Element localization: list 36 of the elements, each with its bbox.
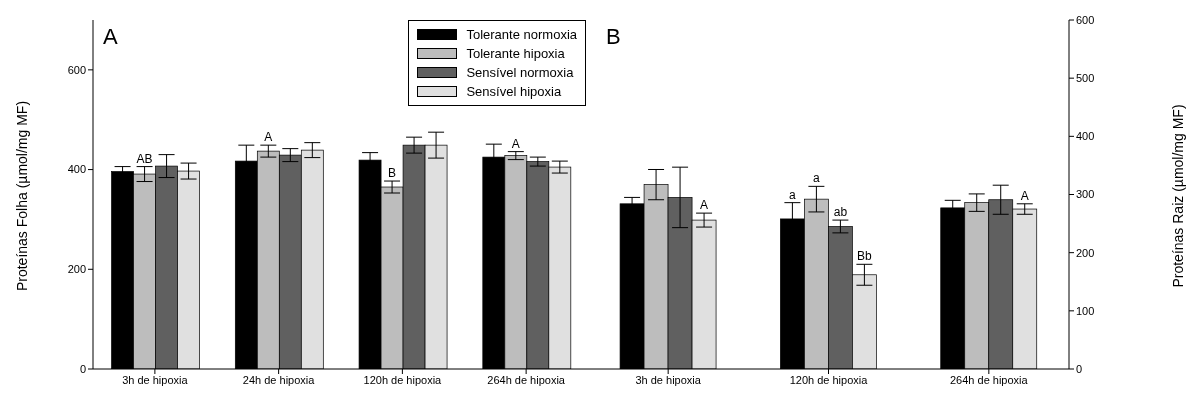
annotation: ab xyxy=(833,205,848,220)
chart-title: A xyxy=(103,24,118,50)
legend-label: Sensível hipoxia xyxy=(466,84,562,99)
y-axis-title: Proteínas Folha (µmol/mg MF) xyxy=(14,100,30,291)
x-tick-label: 3h de hipoxia xyxy=(122,373,189,386)
x-tick-label: 3h de hipoxia xyxy=(635,373,702,386)
x-tick-label: 264h de hipoxia xyxy=(487,373,566,386)
y-tick-label: 200 xyxy=(67,263,86,276)
y-tick-label: 200 xyxy=(1076,246,1095,259)
x-tick-label: 264h de hipoxia xyxy=(949,373,1029,386)
y-axis-title: Proteínas Raiz (µmol/mg MF) xyxy=(1170,103,1186,288)
annotation: a xyxy=(813,171,821,186)
annotation: A xyxy=(700,198,709,213)
y-tick-label: 0 xyxy=(79,362,86,375)
annotation: a xyxy=(789,187,797,202)
legend-label: Tolerante hipoxia xyxy=(466,46,565,61)
legend-label: Tolerante normoxia xyxy=(466,27,577,42)
x-tick-label: 120h de hipoxia xyxy=(363,373,443,386)
y-tick-label: 400 xyxy=(1076,130,1095,143)
annotation: A xyxy=(511,136,520,151)
x-tick-label: 24h de hipoxia xyxy=(242,373,316,386)
y-tick-label: 600 xyxy=(1076,13,1095,26)
annotation: A xyxy=(264,130,273,145)
y-tick-label: 300 xyxy=(1076,188,1095,201)
y-tick-label: 600 xyxy=(67,63,86,76)
chart-title: B xyxy=(606,24,621,50)
legend-label: Sensível normoxia xyxy=(466,65,574,80)
y-tick-label: 400 xyxy=(67,163,86,176)
annotation: A xyxy=(1020,188,1029,203)
y-tick-label: 500 xyxy=(1076,72,1095,85)
y-tick-label: 100 xyxy=(1076,304,1095,317)
annotation: Bb xyxy=(857,249,873,264)
y-tick-label: 0 xyxy=(1076,362,1083,375)
x-tick-label: 120h de hipoxia xyxy=(789,373,869,386)
annotation: B xyxy=(388,166,397,181)
annotation: AB xyxy=(136,151,153,166)
